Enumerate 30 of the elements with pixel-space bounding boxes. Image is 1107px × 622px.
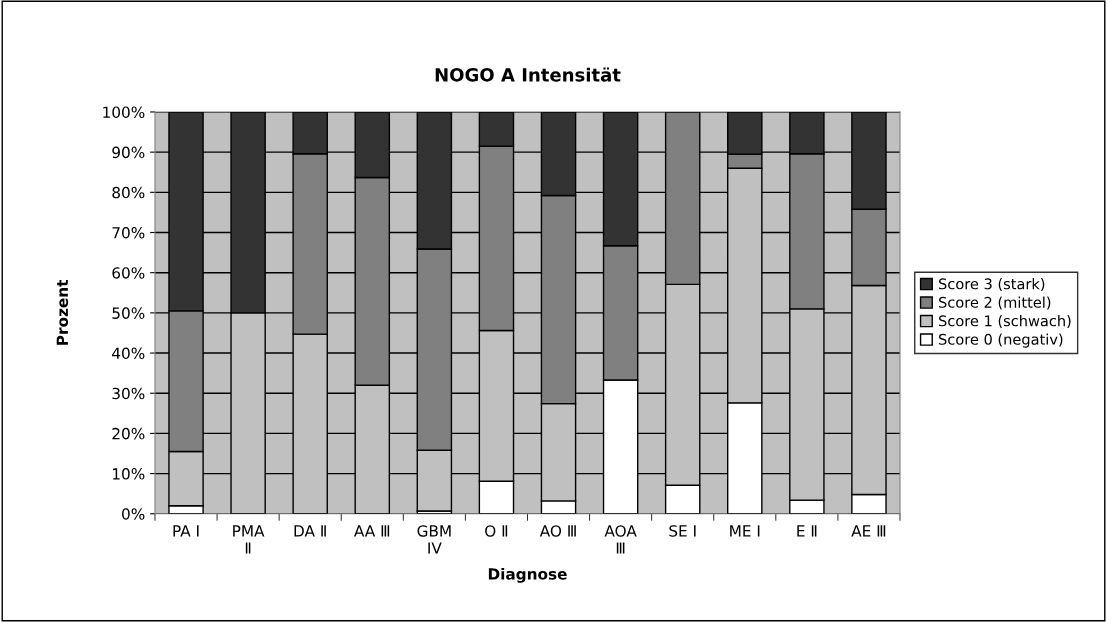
x-tick-label: AO Ⅲ [539, 525, 576, 537]
y-tick-label: 80% [112, 186, 145, 199]
y-tick-label: 20% [112, 427, 145, 440]
x-tick-label: AA Ⅲ [354, 525, 390, 537]
x-tick-label: PMA Ⅱ [233, 525, 265, 554]
y-tick-label: 10% [112, 468, 145, 480]
x-tick-label: AE Ⅲ [851, 525, 886, 537]
x-axis-title: Diagnose [488, 567, 567, 583]
y-tick-label: 90% [112, 146, 145, 159]
legend-label: Score 2 (mittel) [939, 296, 1051, 310]
y-tick-label: 0% [122, 508, 145, 520]
legend-label: Score 0 (negativ) [939, 333, 1063, 348]
legend-label: Score 1 (schwach) [939, 315, 1071, 329]
x-tick-label: E Ⅱ [797, 525, 817, 537]
y-tick-label: 60% [112, 267, 145, 279]
chart-title: NOGO A Intensität [435, 67, 621, 82]
y-tick-label: 70% [112, 226, 145, 239]
y-tick-label: 40% [112, 347, 145, 360]
legend-label: Score 3 (stark) [939, 278, 1045, 292]
x-tick-label: AOA Ⅲ [604, 525, 637, 554]
x-tick-label: O Ⅱ [485, 525, 508, 537]
x-tick-label: DA Ⅱ [294, 525, 326, 537]
y-tick-label: 100% [103, 106, 145, 118]
y-axis-title: Prozent [56, 279, 69, 345]
x-tick-label: SE I [669, 525, 696, 537]
x-tick-label: ME I [730, 525, 760, 537]
x-tick-label: GBM IV [417, 525, 451, 554]
x-tick-label: PA I [173, 525, 199, 537]
y-tick-label: 30% [112, 387, 145, 400]
y-tick-label: 50% [112, 307, 145, 319]
